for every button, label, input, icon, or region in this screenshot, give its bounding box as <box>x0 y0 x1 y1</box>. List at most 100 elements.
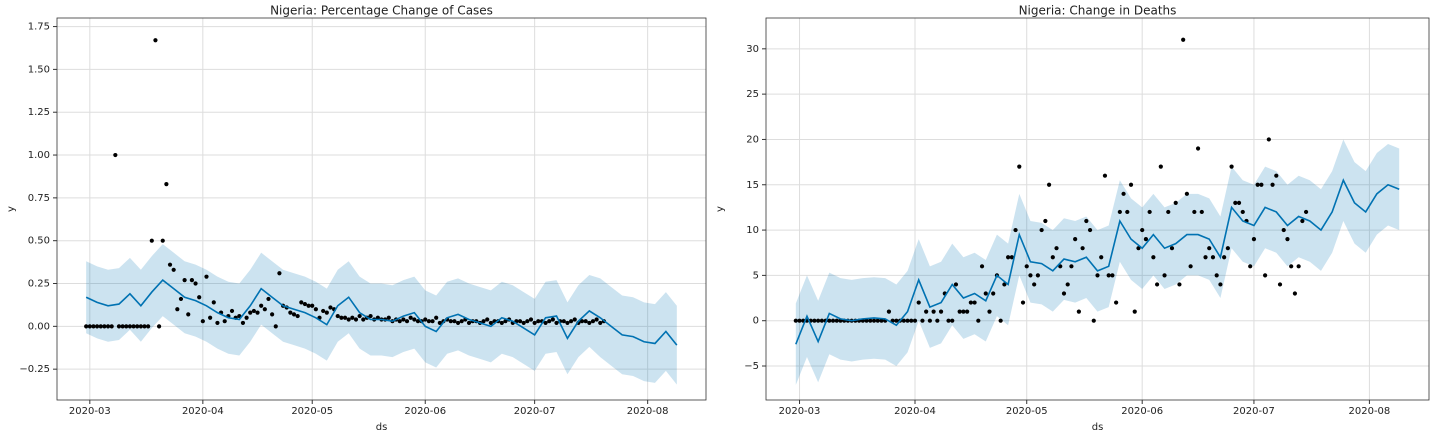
observed-point <box>868 318 873 323</box>
observed-point <box>1210 255 1216 260</box>
observed-point <box>793 318 798 323</box>
observed-point <box>1181 37 1186 42</box>
observed-point <box>102 324 107 329</box>
observed-point <box>1192 209 1197 215</box>
observed-point <box>864 318 869 323</box>
observed-point <box>1061 291 1067 296</box>
observed-point <box>1162 273 1167 278</box>
observed-point <box>91 324 96 329</box>
observed-point <box>229 308 235 314</box>
observed-point <box>572 317 577 322</box>
observed-point <box>834 318 839 323</box>
observed-point <box>886 309 892 314</box>
observed-point <box>138 324 143 329</box>
observed-point <box>1110 273 1115 278</box>
observed-point <box>1281 227 1286 233</box>
observed-point <box>1028 273 1033 278</box>
observed-point <box>324 310 329 315</box>
observed-point <box>426 319 431 324</box>
y-tick-label: 0.25 <box>28 279 50 290</box>
y-tick-label: 0.50 <box>28 236 50 247</box>
observed-point <box>1255 182 1260 187</box>
observed-point <box>957 309 962 314</box>
observed-point <box>1050 255 1055 260</box>
observed-point <box>259 303 264 308</box>
observed-point <box>1251 237 1257 242</box>
observed-point <box>579 319 585 324</box>
observed-point <box>1259 182 1264 187</box>
observed-point <box>924 309 929 314</box>
observed-point <box>1054 246 1059 251</box>
y-tick-label: 10 <box>746 225 759 236</box>
observed-point <box>244 315 249 320</box>
observed-point <box>1151 255 1156 260</box>
observed-point <box>894 318 899 323</box>
observed-point <box>452 319 457 324</box>
observed-point <box>98 324 103 329</box>
observed-point <box>976 318 981 323</box>
observed-point <box>277 271 282 276</box>
observed-point <box>1091 318 1096 323</box>
observed-point <box>554 320 559 326</box>
observed-point <box>1017 164 1022 169</box>
x-tick-label: 2020-03 <box>69 406 111 417</box>
observed-point <box>1080 246 1085 251</box>
observed-point <box>1158 164 1163 169</box>
observed-point <box>481 319 486 324</box>
observed-point <box>1121 191 1126 196</box>
observed-point <box>1009 255 1014 260</box>
y-tick-label: 0.75 <box>28 193 50 204</box>
observed-point <box>310 303 315 308</box>
observed-point <box>211 300 216 305</box>
observed-point <box>255 310 260 315</box>
observed-point <box>1114 300 1119 305</box>
observed-point <box>901 318 906 323</box>
observed-point <box>1084 218 1089 224</box>
observed-point <box>1002 282 1007 287</box>
observed-point <box>979 264 985 269</box>
observed-point <box>339 315 344 320</box>
observed-point <box>1195 146 1201 151</box>
observed-point <box>920 318 925 323</box>
observed-point <box>204 274 209 279</box>
observed-point <box>1032 282 1037 287</box>
observed-point <box>455 320 461 326</box>
observed-point <box>598 320 603 326</box>
observed-point <box>1143 237 1149 242</box>
observed-point <box>1296 264 1301 269</box>
observed-point <box>248 310 253 315</box>
observed-point <box>1140 227 1145 233</box>
observed-point <box>1184 191 1189 196</box>
observed-point <box>1277 282 1283 287</box>
observed-point <box>270 312 275 317</box>
observed-point <box>116 324 122 329</box>
observed-point <box>987 309 992 314</box>
observed-point <box>288 310 293 315</box>
x-tick-label: 2020-05 <box>291 406 333 417</box>
observed-point <box>1076 309 1081 314</box>
observed-point <box>1006 255 1011 260</box>
observed-point <box>182 277 187 283</box>
observed-point <box>87 324 92 329</box>
observed-point <box>1248 264 1253 269</box>
observed-point <box>965 309 970 314</box>
observed-point <box>1270 182 1275 187</box>
observed-point <box>146 324 151 329</box>
y-tick-label: 1.25 <box>28 107 50 118</box>
observed-point <box>386 315 391 320</box>
y-tick-label: 0.00 <box>28 321 50 332</box>
observed-point <box>124 324 129 329</box>
observed-point <box>353 317 359 322</box>
plot-area <box>766 18 1429 400</box>
observed-point <box>950 318 955 323</box>
observed-point <box>1218 282 1223 287</box>
observed-point <box>1087 227 1093 233</box>
observed-point <box>938 309 944 314</box>
y-tick-label: 5 <box>753 270 759 281</box>
observed-point <box>164 182 169 187</box>
observed-point <box>532 320 537 326</box>
observed-point <box>1013 227 1018 233</box>
x-tick-label: 2020-07 <box>1233 406 1275 417</box>
observed-point <box>113 152 118 158</box>
observed-point <box>916 300 921 305</box>
